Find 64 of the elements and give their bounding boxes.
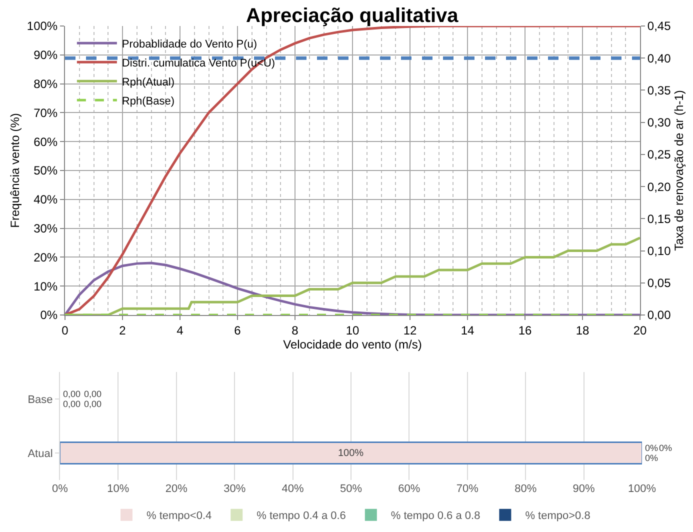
data-label: 0,00 [63, 389, 81, 399]
y2-tick-label: 0,25 [647, 148, 672, 162]
legend-label: Probablidade do Vento P(u) [122, 38, 258, 50]
data-label: 0,00 [84, 389, 102, 399]
x-tick-label: 12 [403, 323, 417, 338]
y-tick-label: Base [28, 394, 53, 406]
x-axis-title: Velocidade do vento (m/s) [283, 337, 422, 352]
chart-title: Apreciação qualitativa [246, 5, 460, 27]
x-tick-label: 100% [628, 483, 656, 495]
y2-tick-label: 0,00 [647, 308, 672, 322]
x-tick-label: 4 [176, 323, 184, 338]
legend-label: % tempo 0.4 a 0.6 [256, 510, 346, 522]
x-tick-label: 80% [514, 483, 537, 495]
y-tick-label: 30% [34, 222, 58, 236]
y-tick-label: 70% [34, 106, 58, 120]
x-tick-label: 50% [340, 483, 362, 495]
y2-tick-label: 0,40 [647, 51, 672, 66]
x-tick-label: 20 [633, 323, 647, 338]
x-tick-label: 0 [62, 323, 69, 338]
x-tick-label: 10 [346, 323, 360, 338]
x-tick-label: 2 [119, 323, 126, 338]
x-tick-label: 20% [165, 483, 188, 495]
x-tick-label: 6 [234, 323, 242, 338]
x-tick-label: 70% [456, 483, 479, 495]
y2-tick-label: 0,05 [647, 276, 672, 290]
data-label: 0% [645, 443, 658, 453]
y-tick-label: 20% [34, 250, 58, 264]
y2-tick-label: 0,20 [647, 180, 672, 194]
data-label: 0,00 [63, 399, 81, 409]
y-tick-label: Atual [28, 448, 53, 460]
data-label: 0% [659, 443, 672, 453]
x-tick-label: 14 [460, 323, 474, 338]
legend-label: Rph(Atual) [122, 76, 175, 88]
y2-axis-title: Taxa de renovação de ar (h-1) [672, 90, 686, 251]
y2-tick-label: 0,35 [647, 83, 672, 98]
y-tick-label: 60% [34, 134, 58, 149]
y2-tick-label: 0,15 [647, 212, 672, 226]
y-axis-title: Frequência vento (%) [8, 113, 22, 228]
x-tick-label: 0% [52, 483, 68, 495]
x-tick-label: 16 [518, 323, 532, 338]
y2-tick-label: 0,30 [647, 116, 672, 130]
y-tick-label: 80% [34, 77, 58, 91]
legend-label: % tempo>0.8 [525, 510, 590, 522]
x-tick-label: 8 [292, 323, 299, 338]
y2-tick-label: 0,45 [647, 19, 672, 34]
legend-label: Rph(Base) [122, 95, 175, 108]
y2-tick-label: 0,10 [647, 244, 672, 258]
data-label: 0,00 [84, 399, 102, 409]
x-tick-label: 30% [224, 483, 246, 495]
x-tick-label: 18 [576, 323, 590, 338]
x-tick-label: 60% [398, 483, 420, 495]
y-tick-label: 40% [34, 192, 58, 207]
y-tick-label: 0% [40, 308, 58, 322]
x-tick-label: 10% [107, 483, 130, 495]
x-tick-label: 40% [282, 483, 304, 495]
data-label: 100% [338, 448, 364, 459]
legend-label: % tempo<0.4 [146, 510, 212, 522]
y-tick-label: 90% [34, 48, 58, 62]
y-tick-label: 50% [34, 164, 58, 178]
y-tick-label: 100% [26, 19, 58, 34]
legend-label: % tempo 0.6 a 0.8 [390, 510, 480, 522]
x-tick-label: 90% [572, 483, 596, 495]
y-tick-label: 10% [34, 279, 58, 294]
data-label: 0% [645, 453, 658, 463]
